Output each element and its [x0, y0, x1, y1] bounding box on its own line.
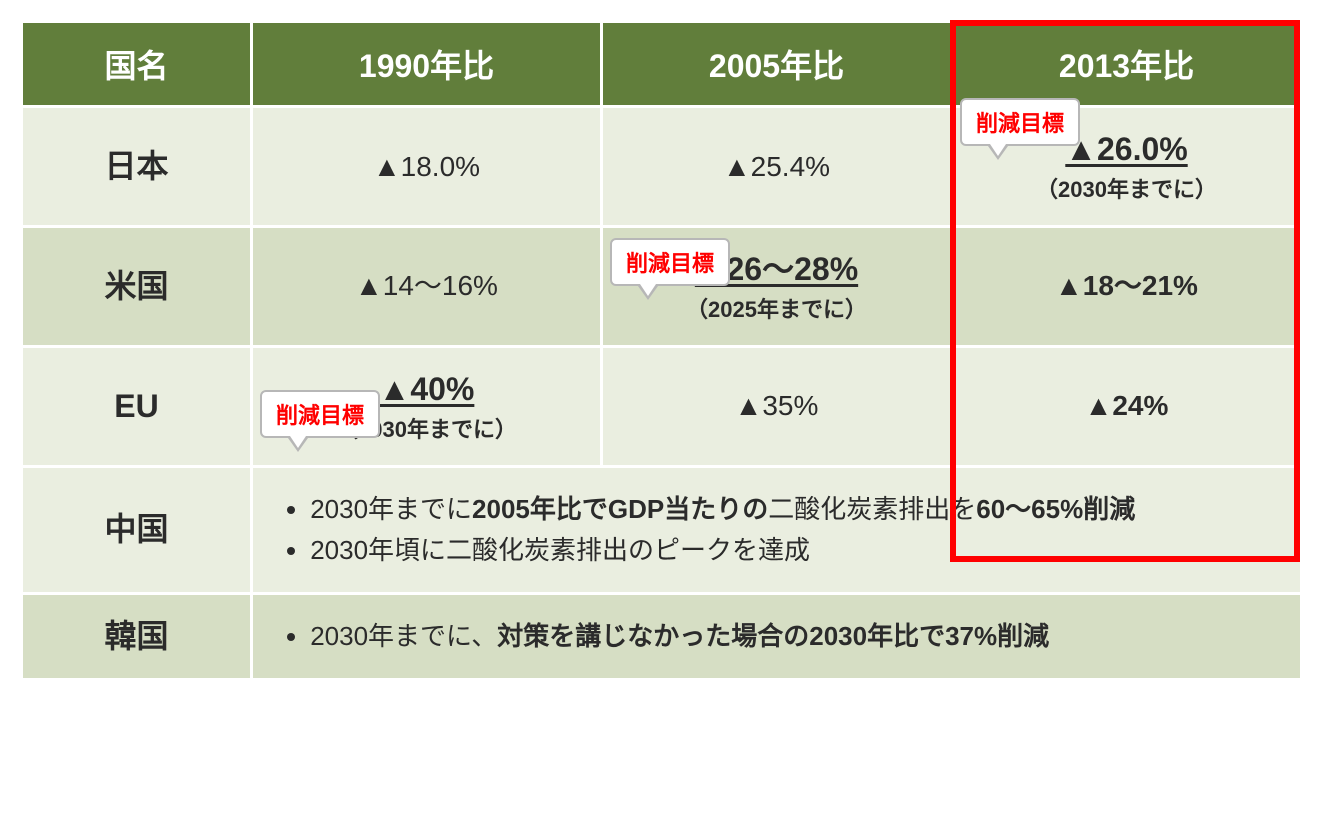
cell-china-bullets: 2030年までに2005年比でGDP当たりの二酸化炭素排出を60～65%削減 2…: [252, 466, 1302, 593]
cell-1990: ▲18.0%: [252, 107, 602, 227]
col-1990: 1990年比: [252, 22, 602, 107]
col-country: 国名: [22, 22, 252, 107]
cell-name: 中国: [22, 466, 252, 593]
cell-name: EU: [22, 346, 252, 466]
row-china: 中国 2030年までに2005年比でGDP当たりの二酸化炭素排出を60～65%削…: [22, 466, 1302, 593]
table: 国名 1990年比 2005年比 2013年比 日本 ▲18.0% ▲25.4%…: [20, 20, 1303, 681]
row-eu: EU ▲40% （2030年までに） ▲35% ▲24%: [22, 346, 1302, 466]
target-sub: （2030年までに）: [967, 175, 1286, 205]
target-sub: （2025年までに）: [617, 295, 936, 325]
cell-2005-target: ▲26～28% （2025年までに）: [602, 226, 952, 346]
bullet: 2030年までに2005年比でGDP当たりの二酸化炭素排出を60～65%削減: [310, 492, 1274, 527]
bullet: 2030年頃に二酸化炭素排出のピークを達成: [310, 533, 1274, 568]
cell-name: 韓国: [22, 593, 252, 679]
cell-1990: ▲14～16%: [252, 226, 602, 346]
emission-targets-table: 国名 1990年比 2005年比 2013年比 日本 ▲18.0% ▲25.4%…: [20, 20, 1300, 681]
target-main: ▲40%: [379, 371, 475, 407]
cell-1990-target: ▲40% （2030年までに）: [252, 346, 602, 466]
cell-2013: ▲18～21%: [952, 226, 1302, 346]
row-us: 米国 ▲14～16% ▲26～28% （2025年までに） ▲18～21%: [22, 226, 1302, 346]
cell-korea-bullets: 2030年までに、対策を講じなかった場合の2030年比で37%削減: [252, 593, 1302, 679]
col-2013: 2013年比: [952, 22, 1302, 107]
cell-name: 米国: [22, 226, 252, 346]
cell-2013: ▲24%: [952, 346, 1302, 466]
row-japan: 日本 ▲18.0% ▲25.4% ▲26.0% （2030年までに）: [22, 107, 1302, 227]
target-main: ▲26.0%: [1065, 131, 1187, 167]
bullet: 2030年までに、対策を講じなかった場合の2030年比で37%削減: [310, 619, 1274, 654]
target-main: ▲26～28%: [695, 251, 858, 287]
cell-name: 日本: [22, 107, 252, 227]
header-row: 国名 1990年比 2005年比 2013年比: [22, 22, 1302, 107]
cell-2013-target: ▲26.0% （2030年までに）: [952, 107, 1302, 227]
cell-2005: ▲25.4%: [602, 107, 952, 227]
target-sub: （2030年までに）: [267, 415, 586, 445]
col-2005: 2005年比: [602, 22, 952, 107]
cell-2005: ▲35%: [602, 346, 952, 466]
row-korea: 韓国 2030年までに、対策を講じなかった場合の2030年比で37%削減: [22, 593, 1302, 679]
